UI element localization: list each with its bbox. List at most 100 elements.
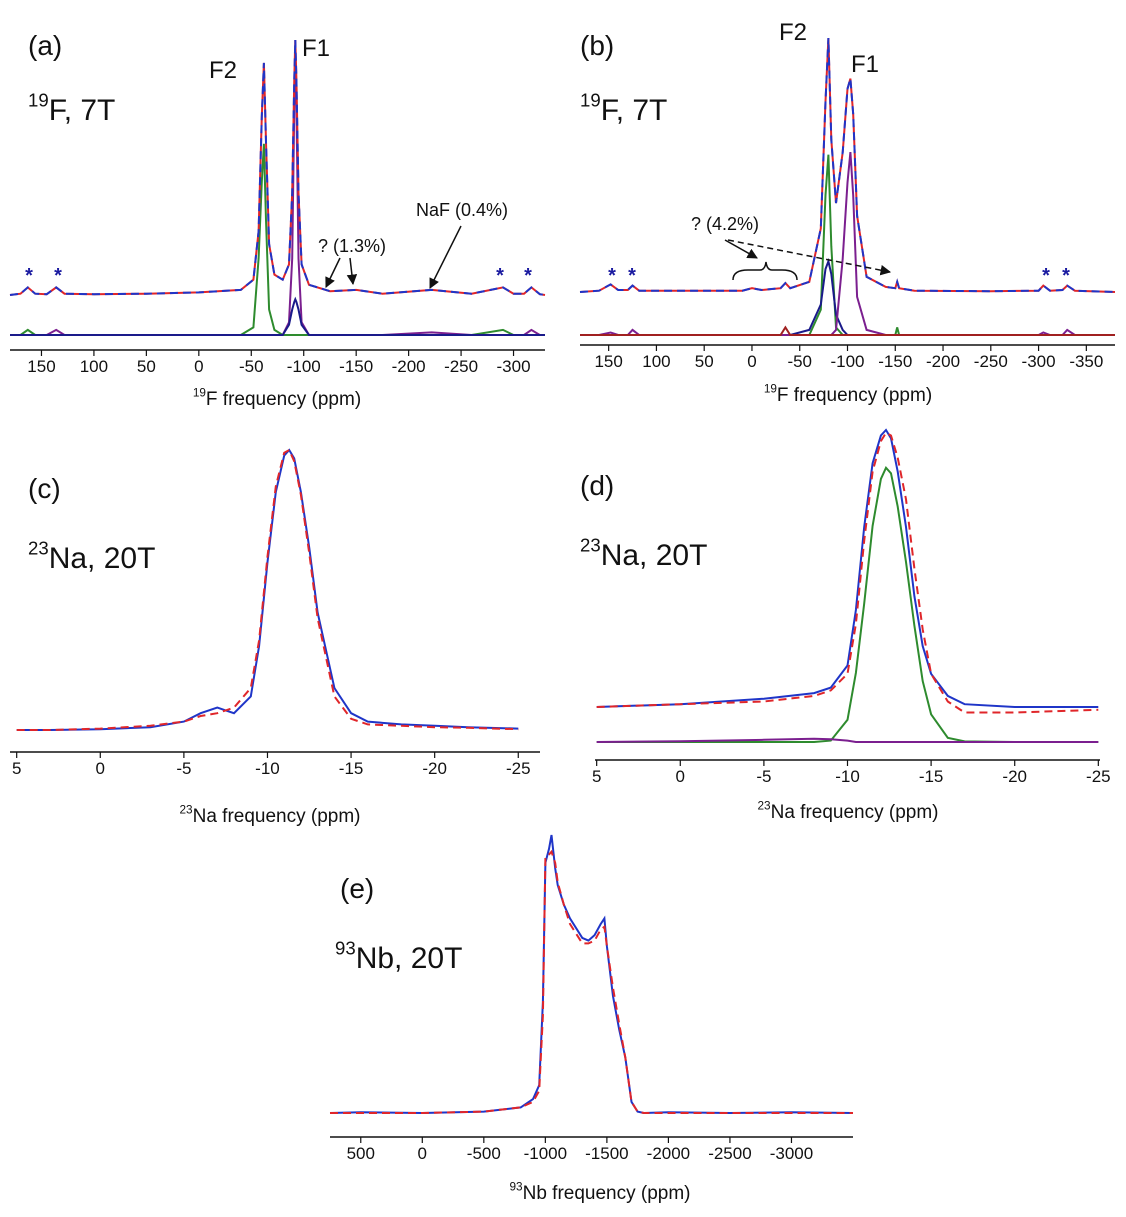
x-axis-label-text: F frequency (ppm) [777,385,932,406]
nucleus-label: 23Na, 20T [28,538,155,576]
x-axis-label-text: Na frequency (ppm) [193,806,361,827]
arrow [325,257,341,288]
x-tick-label: -20 [1002,767,1027,786]
x-tick-label: 0 [676,767,685,786]
x-tick-label: 0 [194,357,203,376]
x-tick-label: -3000 [770,1144,813,1163]
x-axis-label: 19F frequency (ppm) [764,383,932,407]
panel-label: (c) [28,473,61,504]
sideband-marker: * [608,265,616,287]
annotation: ? (4.2%) [691,214,759,234]
nucleus-label-sup: 23 [580,535,601,556]
x-axis-label-sup: 23 [180,804,194,817]
x-tick-label: 0 [96,759,105,778]
x-tick-label: -15 [919,767,944,786]
x-tick-label: -15 [339,759,364,778]
annotation: F1 [302,35,330,62]
fit-curve [579,37,1116,293]
fit-curve [330,849,853,1114]
x-tick-label: -200 [392,357,426,376]
x-axis-label-text: F frequency (ppm) [206,389,361,410]
fit-curve [9,39,546,296]
sideband-marker: * [1042,265,1050,287]
nucleus-label: 23Na, 20T [580,535,707,573]
x-tick-label: -10 [255,759,280,778]
sideband-marker: * [524,265,532,287]
arrow [346,257,358,286]
x-tick-label: -5 [756,767,771,786]
component-curve [596,737,1099,743]
x-tick-label: 50 [695,352,714,371]
panel-label: (d) [580,470,614,501]
component-curve [10,143,545,336]
sideband-marker: * [54,265,62,287]
x-tick-label: -150 [339,357,373,376]
component-curve [580,325,1115,336]
fit-curve [16,448,519,731]
x-tick-label: -2500 [708,1144,751,1163]
component-curve [580,257,1115,336]
x-tick-label: 50 [137,357,156,376]
arrow [724,239,758,259]
x-tick-label: -200 [926,352,960,371]
spectrum-curve [579,37,1116,293]
nucleus-label-text: Na, 20T [49,542,156,575]
sideband-marker: * [496,265,504,287]
x-axis-label-sup: 93 [510,1181,524,1194]
nucleus-label-sup: 93 [335,938,356,959]
annotation: ? (1.3%) [318,236,386,256]
x-axis-label-sup: 23 [758,800,772,813]
x-tick-label: -5 [176,759,191,778]
nucleus-label-text: F, 7T [601,94,668,127]
x-tick-label: -2000 [647,1144,690,1163]
x-tick-label: 0 [747,352,756,371]
x-tick-label: -300 [497,357,531,376]
panel-label: (b) [580,30,614,61]
x-tick-label: -100 [830,352,864,371]
spectrum-curve [329,834,854,1115]
x-tick-label: -1500 [585,1144,628,1163]
nucleus-label-sup: 19 [28,90,49,111]
sideband-marker: * [25,265,33,287]
nucleus-label-sup: 23 [28,538,49,559]
x-axis-label: 19F frequency (ppm) [193,387,361,411]
x-axis-label-text: Nb frequency (ppm) [523,1183,691,1204]
x-tick-label: -20 [422,759,447,778]
nucleus-label-sup: 19 [580,90,601,111]
annotation: F1 [851,51,879,78]
x-tick-label: 5 [592,767,601,786]
annotation: F2 [779,19,807,46]
x-tick-label: -25 [506,759,531,778]
x-tick-label: 0 [418,1144,427,1163]
annotation: F2 [209,57,237,84]
arrow [727,239,892,276]
nucleus-label: 19F, 7T [28,90,115,128]
panel-label: (a) [28,30,62,61]
x-tick-label: 100 [80,357,108,376]
x-tick-label: -25 [1086,767,1111,786]
x-tick-label: -300 [1022,352,1056,371]
x-axis-label: 23Na frequency (ppm) [180,804,361,828]
spectrum-curve [16,448,519,731]
panel-label: (e) [340,873,374,904]
x-tick-label: -150 [878,352,912,371]
nucleus-label-text: Na, 20T [601,539,708,572]
spectrum-curve [9,39,546,296]
x-tick-label: -10 [835,767,860,786]
component-curve [10,296,545,336]
x-axis-label-text: Na frequency (ppm) [771,802,939,823]
x-tick-label: 100 [642,352,670,371]
x-tick-label: -250 [974,352,1008,371]
component-curve [580,152,1115,336]
x-axis-label-sup: 19 [764,383,777,396]
x-axis-label-sup: 19 [193,387,206,400]
nucleus-label-text: Nb, 20T [356,942,463,975]
arrow [429,225,462,289]
brace [732,261,798,281]
x-tick-label: -50 [239,357,264,376]
nucleus-label-text: F, 7T [49,94,116,127]
component-curve [596,466,1099,743]
fit-curve [596,431,1099,714]
x-axis-label: 93Nb frequency (ppm) [510,1181,691,1205]
sideband-marker: * [628,265,636,287]
